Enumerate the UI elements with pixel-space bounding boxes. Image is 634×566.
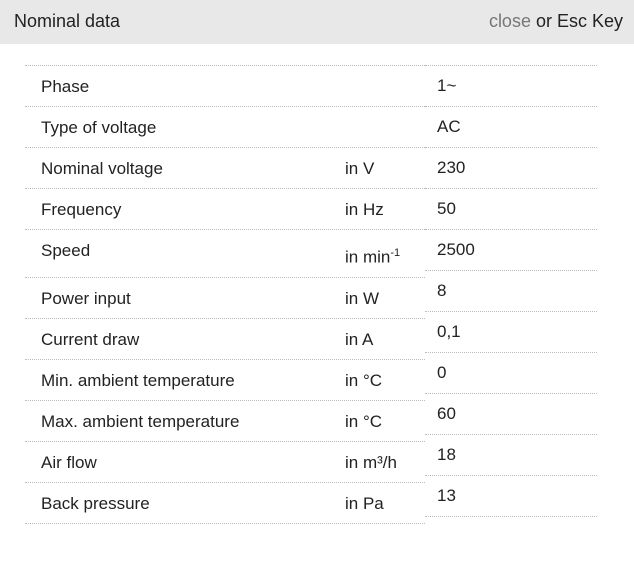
table-row-value: 18 [425,435,597,476]
unit-text: in Pa [345,494,384,513]
close-link[interactable]: close [488,11,531,31]
row-label: Max. ambient temperature [41,412,240,431]
table-row-value: 230 [425,148,597,189]
table-row-label: Power input in W [25,278,425,319]
unit-text: in min [345,247,391,267]
close-hint-text: or Esc Key [530,11,623,31]
unit-text: in °C [345,412,383,431]
row-unit: in V [345,159,374,179]
table-row-label: Min. ambient temperature in °C [25,360,425,401]
table-row-label: Nominal voltage in V [25,148,425,189]
table-row-label: Phase [25,66,425,107]
table-row-value: AC [425,107,597,148]
row-value: 50 [437,199,456,218]
row-label: Phase [41,77,90,96]
row-value: 0 [437,363,447,382]
row-unit: in A [345,330,373,350]
table-row-label: Type of voltage [25,107,425,148]
row-unit: in m³/h [345,453,397,473]
row-unit: in °C [345,412,382,432]
table-row-value: 2500 [425,230,597,271]
unit-text: in m³/h [345,453,397,472]
table-row-label: Air flow in m³/h [25,442,425,483]
row-label: Frequency [41,200,122,219]
row-label: Speed [41,241,91,260]
table-row-value: 1~ [425,66,597,107]
row-value: 2500 [437,240,475,259]
table-row-value: 60 [425,394,597,435]
row-value: 60 [437,404,456,423]
label-column: Phase Type of voltage Nominal voltage in V F… [25,65,425,524]
row-label: Air flow [41,453,97,472]
row-value: 1~ [437,76,457,95]
table-row-label: Speed in min-1 [25,230,425,278]
row-value: 0,1 [437,322,461,341]
unit-text: in °C [345,371,383,390]
close-hint: close or Esc Key [489,11,623,32]
table-row-value: 13 [425,476,597,517]
row-value: 230 [437,158,466,177]
table-row-value: 0,1 [425,312,597,353]
table-row-value: 0 [425,353,597,394]
table-row-value: 50 [425,189,597,230]
table-row-label: Frequency in Hz [25,189,425,230]
table-row-label: Back pressure in Pa [25,483,425,524]
row-label: Power input [41,289,131,308]
row-value: 13 [437,486,456,505]
unit-text: in Hz [345,200,384,219]
unit-text: in V [345,159,375,178]
row-value: 18 [437,445,456,464]
row-unit: in min-1 [345,247,400,268]
unit-superscript: -1 [390,247,401,259]
dialog-header: Nominal data close or Esc Key [0,0,634,44]
row-unit: in Hz [345,200,384,220]
value-column: 1~ AC 230 50 2500 8 0,1 0 60 18 13 [425,65,597,517]
row-unit: in °C [345,371,382,391]
row-value: 8 [437,281,447,300]
table-row-label: Max. ambient temperature in °C [25,401,425,442]
row-label: Current draw [41,330,140,349]
row-label: Min. ambient temperature [41,371,235,390]
row-unit: in Pa [345,494,384,514]
dialog-title: Nominal data [14,11,121,31]
row-label: Nominal voltage [41,159,163,178]
table-row-value: 8 [425,271,597,312]
row-label: Type of voltage [41,118,157,137]
row-label: Back pressure [41,494,150,513]
table-row-label: Current draw in A [25,319,425,360]
row-value: AC [437,117,461,136]
unit-text: in A [345,330,374,349]
unit-text: in W [345,289,379,308]
row-unit: in W [345,289,379,309]
